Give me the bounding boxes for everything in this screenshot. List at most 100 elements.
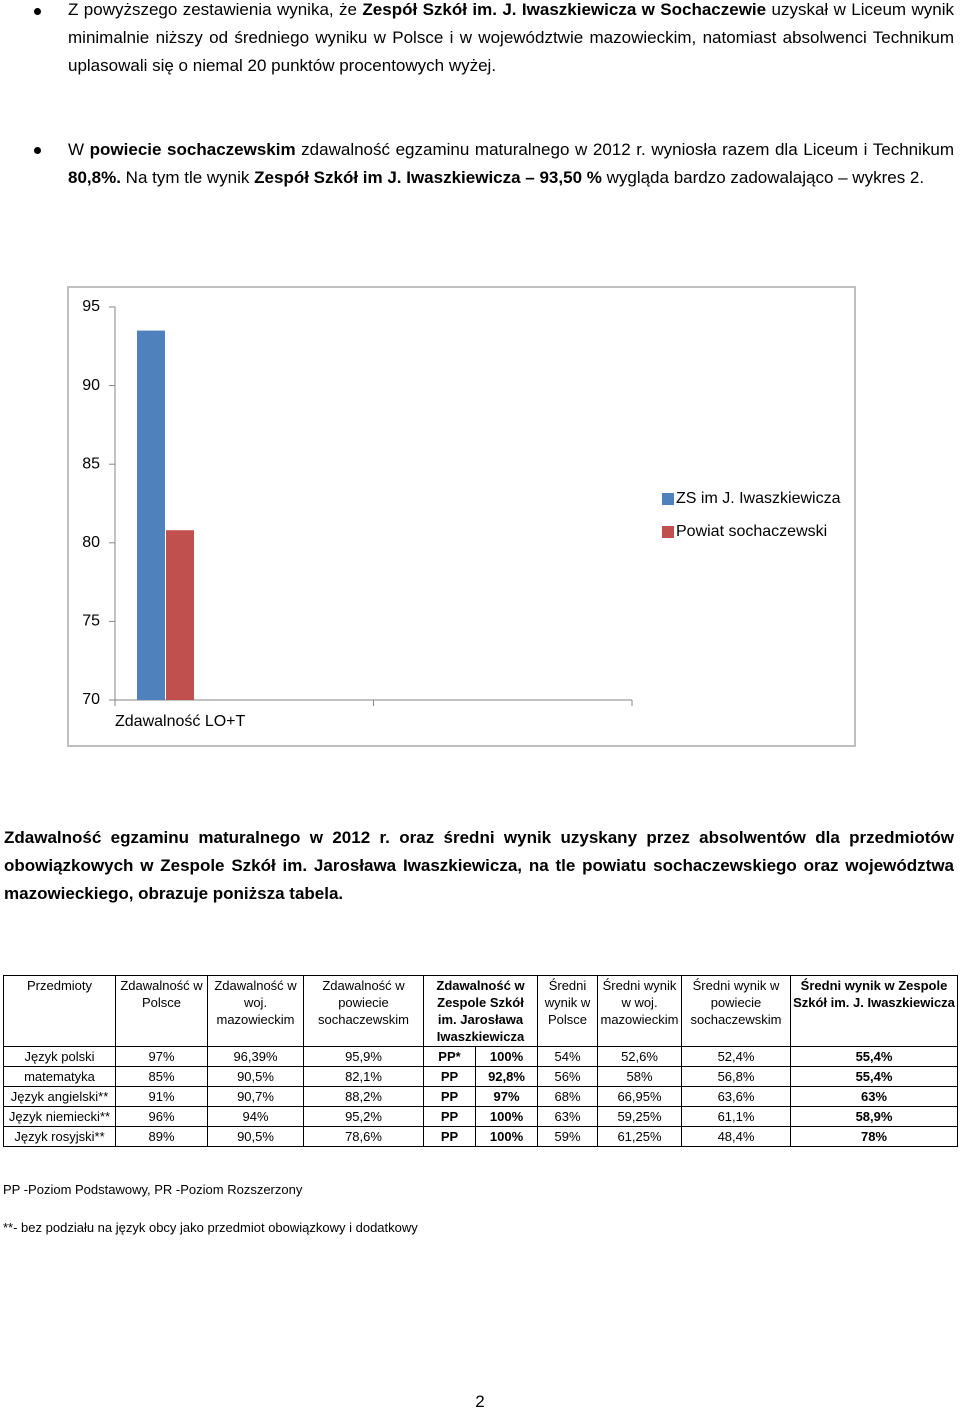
- table-cell: Język rosyjski**: [3, 1126, 116, 1147]
- header-cell: Zdawalność w powiecie sochaczewskim: [303, 975, 424, 1047]
- table-cell: 55,4%: [790, 1066, 958, 1087]
- table-cell: 95,2%: [303, 1106, 424, 1127]
- table-cell: 90,7%: [207, 1086, 304, 1107]
- header-cell: Średni wynik w Zespole Szkół im. J. Iwas…: [790, 975, 958, 1047]
- table-cell: 68%: [537, 1086, 598, 1107]
- table-cell: Język polski: [3, 1046, 116, 1067]
- x-tick-label: Zdawalność LO+T: [115, 713, 246, 730]
- legend-label: ZS im J. Iwaszkiewicza: [676, 490, 841, 507]
- table-cell: 59%: [537, 1126, 598, 1147]
- text-run: Zespół Szkół im J. Iwaszkiewicza – 93,50…: [254, 168, 602, 187]
- table-cell: 100%: [475, 1046, 538, 1067]
- note: PP -Poziom Podstawowy, PR -Poziom Rozsze…: [3, 1182, 303, 1197]
- table-cell: 96,39%: [207, 1046, 304, 1067]
- legend-swatch: [662, 526, 674, 538]
- table-cell: Język angielski**: [3, 1086, 116, 1107]
- text-run: Zdawalność egzaminu maturalnego w 2012 r…: [4, 828, 954, 903]
- table-cell: 95,9%: [303, 1046, 424, 1067]
- table-cell: PP: [423, 1066, 476, 1087]
- table-cell: 63,6%: [681, 1086, 791, 1107]
- table-cell: 54%: [537, 1046, 598, 1067]
- table-cell: 90,5%: [207, 1126, 304, 1147]
- table-cell: 96%: [115, 1106, 208, 1127]
- paragraph: W powiecie sochaczewskim zdawalność egza…: [68, 136, 954, 192]
- table-cell: 78%: [790, 1126, 958, 1147]
- table-cell: PP: [423, 1106, 476, 1127]
- text-run: powiecie sochaczewskim: [89, 140, 296, 159]
- table-cell: 55,4%: [790, 1046, 958, 1067]
- table-cell: 52,4%: [681, 1046, 791, 1067]
- page-number: 2: [475, 1392, 485, 1411]
- table-cell: 56%: [537, 1066, 598, 1087]
- text-run: Z powyższego zestawienia wynika, że: [68, 0, 363, 19]
- paragraph: Zdawalność egzaminu maturalnego w 2012 r…: [4, 824, 954, 908]
- table-row: matematyka 85% 90,5% 82,1% PP 92,8% 56% 58% 56,8…: [3, 1066, 958, 1087]
- table-cell: 63%: [537, 1106, 598, 1127]
- table-cell: 48,4%: [681, 1126, 791, 1147]
- table-cell: 89%: [115, 1126, 208, 1147]
- note: **- bez podziału na język obcy jako prze…: [3, 1220, 418, 1235]
- table-cell: matematyka: [3, 1066, 116, 1087]
- table-cell: 91%: [115, 1086, 208, 1107]
- text-run: Na tym tle wynik: [120, 168, 255, 187]
- table-cell: 92,8%: [475, 1066, 538, 1087]
- text-run: 80,8%.: [68, 168, 121, 187]
- chart-frame: [67, 286, 856, 747]
- text-run: W: [68, 140, 90, 159]
- bar: [137, 330, 165, 700]
- table-cell: 66,95%: [597, 1086, 682, 1107]
- y-tick-label: 85: [82, 455, 100, 472]
- table-cell: 59,25%: [597, 1106, 682, 1127]
- y-tick-label: 95: [82, 298, 100, 315]
- table-cell: 58%: [597, 1066, 682, 1087]
- header-cell: Zdawalność w Zespole Szkół im. Jarosława…: [423, 975, 538, 1047]
- table-cell: 90,5%: [207, 1066, 304, 1087]
- y-tick-label: 75: [82, 613, 100, 630]
- table-cell: 100%: [475, 1126, 538, 1147]
- header-cell: Średni wynik w powiecie sochaczewskim: [681, 975, 791, 1047]
- y-tick-label: 80: [82, 534, 100, 551]
- table-cell: Język niemiecki**: [3, 1106, 116, 1127]
- paragraph: Z powyższego zestawienia wynika, że Zesp…: [68, 0, 954, 80]
- header-cell: Średni wynik w Polsce: [537, 975, 598, 1047]
- table-cell: 61,1%: [681, 1106, 791, 1127]
- bullet: [34, 147, 41, 154]
- table-row: Język angielski** 91% 90,7% 88,2% PP 97% 68% 66…: [3, 1086, 958, 1107]
- header-cell: Przedmioty: [3, 975, 116, 1047]
- legend-label: Powiat sochaczewski: [676, 523, 827, 540]
- table-cell: 63%: [790, 1086, 958, 1107]
- table-cell: 94%: [207, 1106, 304, 1127]
- table-cell: 97%: [115, 1046, 208, 1067]
- text-run: zdawalność egzaminu maturalnego w 2012 r…: [295, 140, 954, 159]
- header-cell: Zdawalność w woj. mazowieckim: [207, 975, 304, 1047]
- bullet: [34, 8, 41, 15]
- table-row: Język rosyjski** 89% 90,5% 78,6% PP 100% 59% 61…: [3, 1126, 958, 1147]
- table-cell: PP: [423, 1086, 476, 1107]
- y-tick-label: 90: [82, 377, 100, 394]
- bar: [166, 530, 194, 700]
- legend-swatch: [662, 493, 674, 505]
- table-cell: 61,25%: [597, 1126, 682, 1147]
- table-cell: 52,6%: [597, 1046, 682, 1067]
- table-cell: PP: [423, 1126, 476, 1147]
- table-cell: 82,1%: [303, 1066, 424, 1087]
- y-tick-label: 70: [82, 691, 100, 708]
- table-row: Język niemiecki** 96% 94% 95,2% PP 100% 63% 59,…: [3, 1106, 958, 1127]
- table-cell: 78,6%: [303, 1126, 424, 1147]
- table-row: Język polski 97% 96,39% 95,9% PP* 100% 54% 52,6…: [3, 1046, 958, 1067]
- table-cell: 100%: [475, 1106, 538, 1127]
- chart: 70 75 80 85 90 95 Zdawalność LO+T ZS im J. Iwas…: [67, 286, 856, 747]
- table-cell: 85%: [115, 1066, 208, 1087]
- text-run: wygląda bardzo zadowalająco – wykres 2.: [601, 168, 925, 187]
- header-cell: Zdawalność w Polsce: [115, 975, 208, 1047]
- table-cell: 88,2%: [303, 1086, 424, 1107]
- table-cell: 56,8%: [681, 1066, 791, 1087]
- text-run: uzyskał w Liceum wynik minimalnie niższy…: [68, 0, 954, 75]
- text-run: Zespół Szkół im. J. Iwaszkiewicza w Soch…: [362, 0, 767, 19]
- table-cell: 58,9%: [790, 1106, 958, 1127]
- table-cell: 97%: [475, 1086, 538, 1107]
- table: Przedmioty Zdawalność w Polsce Zdawalność …: [3, 975, 958, 1147]
- header-cell: Średni wynik w woj. mazowieckim: [597, 975, 682, 1047]
- table-header-row: Przedmioty Zdawalność w Polsce Zdawalność …: [3, 975, 958, 1047]
